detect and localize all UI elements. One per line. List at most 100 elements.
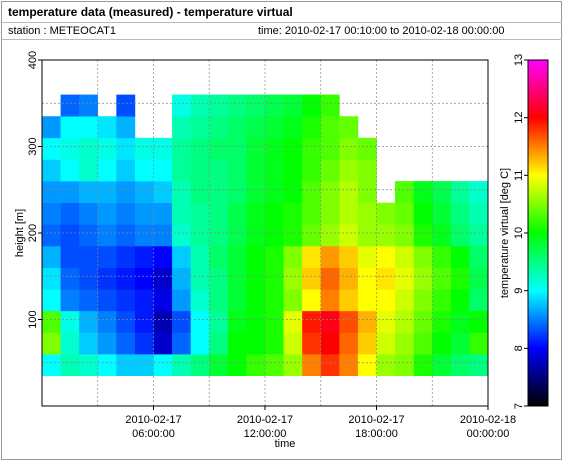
heat-cell [283,224,303,247]
heat-cell [265,310,284,333]
heat-cell [432,332,452,355]
heat-cell [116,94,136,117]
heat-cell [283,202,303,225]
heat-cell [134,245,154,268]
heat-cell [450,245,470,268]
heat-cell [134,202,154,225]
heat-cell [265,267,284,290]
heat-cell [283,94,303,117]
heat-cell [97,245,117,268]
heat-cell [190,137,210,160]
heat-cell [190,159,210,182]
heat-cell [79,116,99,139]
heat-cell [469,289,489,312]
heat-cell [227,245,247,268]
heat-cell [60,267,80,290]
heat-cell [357,181,377,204]
heat-cell [190,94,210,117]
heat-cell [134,332,154,355]
heat-cell [246,310,266,333]
heat-cell [190,116,210,139]
heat-cell [339,310,359,333]
heat-cell [209,224,229,247]
heat-cell [153,245,173,268]
heat-cell [283,332,303,355]
heat-cell [413,224,433,247]
heat-cell [190,202,210,225]
heat-cell [450,202,470,225]
heat-cell [42,116,61,139]
heat-cell [42,137,61,160]
heat-cell [97,332,117,355]
heat-cell [283,245,303,268]
heat-cell [302,354,322,377]
heat-cell [60,310,80,333]
heat-cell [97,159,117,182]
colorbar-tick-label: 10 [513,227,525,239]
heat-cell [209,94,229,117]
y-tick-label: 100 [27,310,39,328]
heat-cell [395,224,414,247]
heat-cell [395,332,414,355]
heat-cell [172,332,191,355]
heat-cell [302,267,322,290]
heat-cell [42,289,61,312]
heat-cell [469,245,489,268]
heat-cell [246,116,266,139]
heat-cell [116,137,136,160]
heat-cell [302,332,322,355]
heat-cell [227,289,247,312]
heat-cell [209,137,229,160]
heat-cell [395,245,414,268]
heat-cell [60,289,80,312]
heat-cell [153,159,173,182]
heat-cell [302,245,322,268]
heat-cell [376,245,396,268]
heat-cell [413,310,433,333]
colorbar-tick-label: 12 [513,112,525,124]
heat-cell [209,332,229,355]
heat-cell [190,267,210,290]
heat-cell [153,289,173,312]
heat-cell [413,267,433,290]
heat-cell [320,181,340,204]
heat-cell [79,289,99,312]
heat-cell [413,332,433,355]
heat-cell [376,354,396,377]
heat-cell [60,332,80,355]
heat-cell [450,267,470,290]
heat-cell [134,137,154,160]
heat-cell [357,289,377,312]
heat-cell [116,267,136,290]
heat-cell [172,224,191,247]
heat-cell [79,202,99,225]
heat-cell [116,116,136,139]
heat-cell [79,245,99,268]
heat-cell [190,289,210,312]
heat-cell [42,310,61,333]
heat-cell [97,181,117,204]
heat-cell [60,137,80,160]
heat-cell [395,354,414,377]
heat-cell [153,354,173,377]
heat-cell [376,267,396,290]
heat-cell [153,137,173,160]
heat-cell [339,289,359,312]
heat-cell [42,181,61,204]
heat-cell [42,224,61,247]
heat-cell [172,289,191,312]
heat-cell [302,289,322,312]
heat-cell [320,94,340,117]
heat-cell [42,332,61,355]
heat-cell [283,137,303,160]
heat-cell [413,289,433,312]
heat-cell [209,354,229,377]
heat-cell [265,94,284,117]
heat-cell [209,267,229,290]
heat-cell [134,354,154,377]
heat-cell [190,245,210,268]
heat-cell [357,202,377,225]
heat-cell [302,224,322,247]
heat-cell [302,181,322,204]
